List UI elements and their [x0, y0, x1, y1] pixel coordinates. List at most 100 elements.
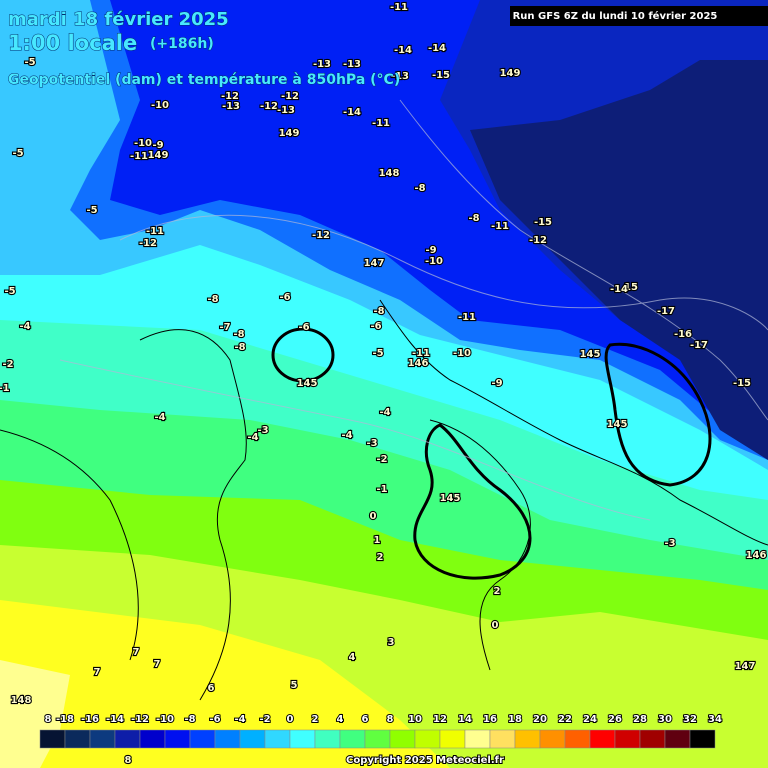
map-label: -15: [432, 70, 450, 81]
colorbar-swatch: [489, 729, 516, 749]
map-label: 15: [624, 282, 638, 293]
map-label: -2: [2, 359, 13, 370]
map-label: -5: [4, 286, 15, 297]
map-label: 1: [374, 535, 381, 546]
map-label: -12: [221, 91, 239, 102]
map-label: -17: [657, 306, 675, 317]
colorbar-swatch: [39, 729, 66, 749]
map-label: -11: [491, 221, 509, 232]
colorbar-swatch: [539, 729, 566, 749]
isohypses-145: [271, 327, 712, 580]
map-lead: (+186h): [150, 36, 214, 52]
map-label: -3: [664, 538, 675, 549]
map-label: 149: [279, 128, 300, 139]
colorbar-swatch: [464, 729, 491, 749]
map-subtitle: Geopotentiel (dam) et température à 850h…: [8, 72, 400, 88]
map-label: 0: [492, 620, 499, 631]
colorbar-label: -12: [131, 714, 149, 725]
colorbar-label: 16: [483, 714, 497, 725]
colorbar-label: -8: [184, 714, 195, 725]
colorbar-label: -6: [209, 714, 220, 725]
map-label: 7: [94, 667, 101, 678]
colorbar-swatch: [289, 729, 316, 749]
colorbar-label: 30: [658, 714, 672, 725]
map-label: -13: [313, 59, 331, 70]
copyright: Copyright 2025 Meteociel.fr: [346, 755, 504, 766]
map-label: -11: [130, 151, 148, 162]
colorbar-swatch: [514, 729, 541, 749]
colorbar-label: 0: [287, 714, 294, 725]
map-label: 148: [379, 168, 400, 179]
colorbar-label: 6: [362, 714, 369, 725]
map-label: -5: [372, 348, 383, 359]
colorbar-swatch: [214, 729, 241, 749]
map-label: -14: [343, 107, 361, 118]
map-label: -5: [86, 205, 97, 216]
map-label: -3: [257, 425, 268, 436]
map-label: 149: [148, 150, 169, 161]
map-label: -9: [425, 245, 436, 256]
map-label: 4: [349, 652, 356, 663]
map-label: -2: [376, 454, 387, 465]
map-label: -10: [134, 138, 152, 149]
colorbar-label: 18: [508, 714, 522, 725]
colorbar-swatch: [89, 729, 116, 749]
map-label: -11: [390, 2, 408, 13]
map-label: -4: [379, 407, 390, 418]
map-label: 145: [607, 419, 628, 430]
map-label: -3: [366, 438, 377, 449]
map-label: -11: [412, 348, 430, 359]
map-label: 147: [364, 258, 385, 269]
map-label: -6: [370, 321, 381, 332]
map-label: 148: [11, 695, 32, 706]
map-label: -12: [529, 235, 547, 246]
colorbar: 8 -18 -16 -14 -12 -10 -8 -6 -4 -2 0 2 4 6 8 10 12 14 16 18 2…: [39, 713, 723, 749]
colorbar-swatch: [364, 729, 391, 749]
map-label: 3: [388, 637, 395, 648]
map-label: -17: [690, 340, 708, 351]
map-label: 2: [494, 586, 501, 597]
colorbar-swatch: [414, 729, 441, 749]
colorbar-label: 22: [558, 714, 572, 725]
map-label: -11: [372, 118, 390, 129]
map-label: -1: [0, 383, 10, 394]
map-label: -13: [391, 71, 409, 82]
map-label: -8: [468, 213, 479, 224]
colorbar-label: 34: [708, 714, 722, 725]
colorbar-swatch: [339, 729, 366, 749]
colorbar-swatch: [239, 729, 266, 749]
map-label: -15: [534, 217, 552, 228]
map-label: -4: [341, 430, 352, 441]
map-label: -7: [219, 322, 230, 333]
colorbar-swatch: [664, 729, 691, 749]
map-label: -10: [453, 348, 471, 359]
map-label: 149: [500, 68, 521, 79]
map-label: 145: [580, 349, 601, 360]
colorbar-label: -10: [156, 714, 174, 725]
map-label: 146: [746, 550, 767, 561]
map-label: 6: [208, 683, 215, 694]
map-label: 145: [440, 493, 461, 504]
map-label: -11: [146, 226, 164, 237]
colorbar-swatch: [64, 729, 91, 749]
colorbar-swatch: [114, 729, 141, 749]
map-label: -9: [152, 140, 163, 151]
colorbar-swatch: [689, 729, 716, 749]
colorbar-label: -14: [106, 714, 124, 725]
colorbar-swatch: [439, 729, 466, 749]
colorbar-swatch: [564, 729, 591, 749]
map-label: -6: [279, 292, 290, 303]
map-label: -12: [312, 230, 330, 241]
map-label: -15: [733, 378, 751, 389]
run-info: Run GFS 6Z du lundi 10 février 2025: [513, 10, 718, 22]
map-label: -12: [281, 91, 299, 102]
map-label: 0: [370, 511, 377, 522]
map-label: -9: [491, 378, 502, 389]
map-label: -8: [233, 329, 244, 340]
map-label: -10: [151, 100, 169, 111]
map-label: -8: [207, 294, 218, 305]
map-label: 2: [377, 552, 384, 563]
map-label: -8: [373, 306, 384, 317]
colorbar-swatch: [264, 729, 291, 749]
